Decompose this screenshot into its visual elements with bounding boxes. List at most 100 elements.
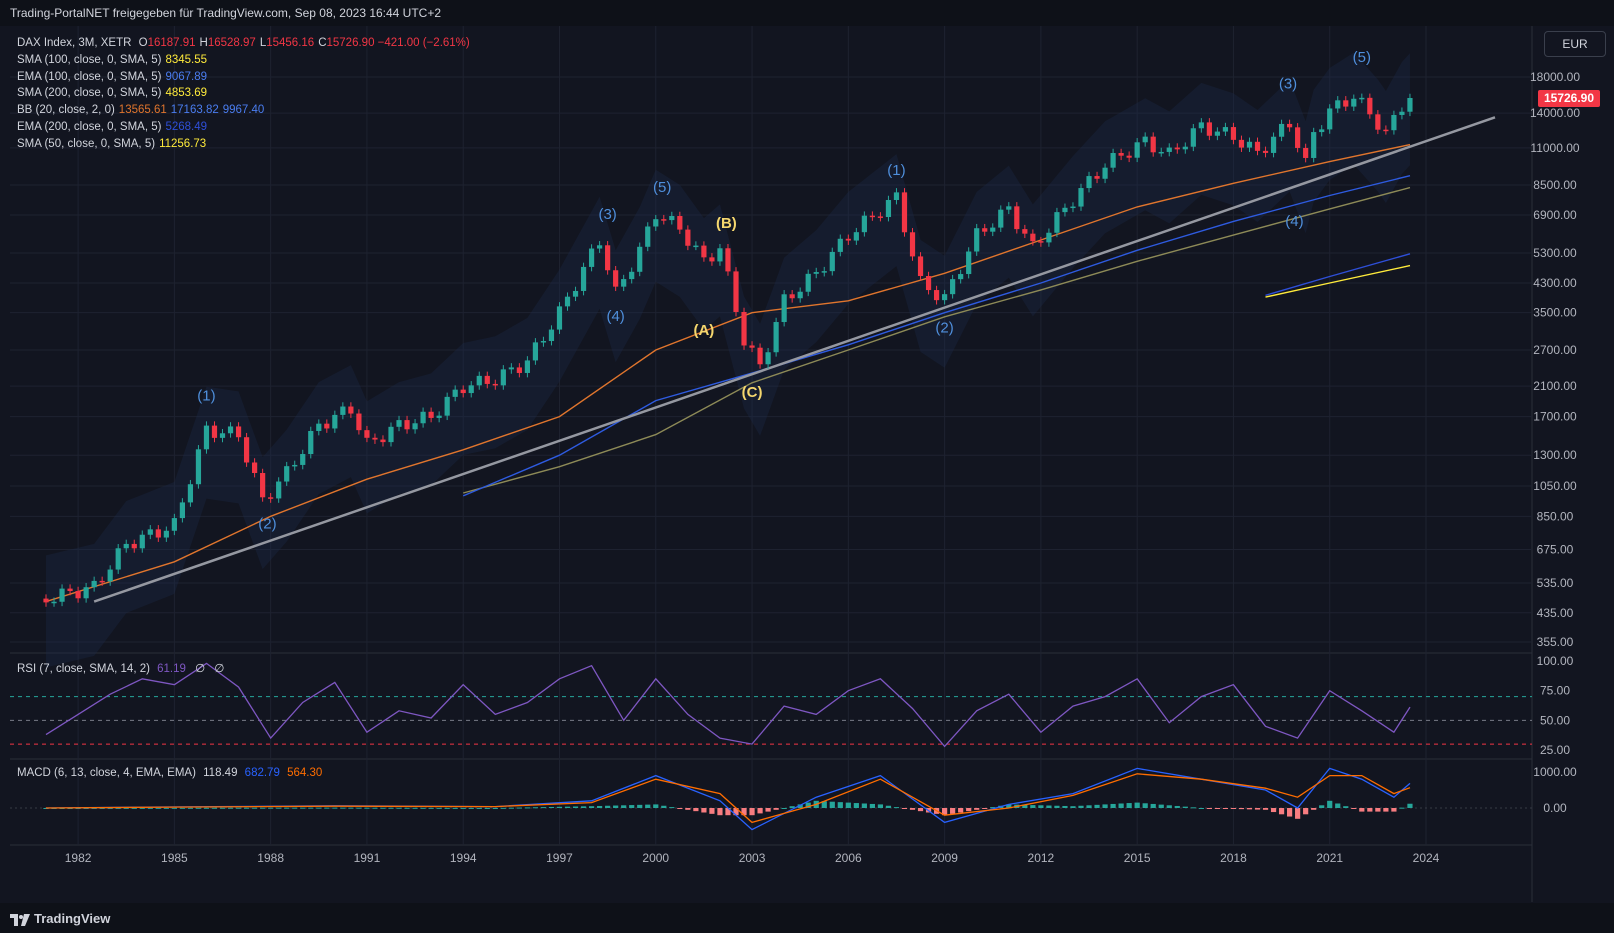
macd-histogram-bar — [781, 808, 787, 809]
trendline — [93, 116, 1496, 603]
macd-histogram-bar — [893, 807, 900, 809]
candle — [901, 192, 908, 233]
rsi-tick-label: 100.00 — [1537, 654, 1574, 668]
macd-histogram-bar — [1254, 808, 1261, 810]
rsi-tick-label: 75.00 — [1540, 684, 1570, 698]
macd-histogram-bar — [444, 807, 450, 809]
macd-histogram-bar — [1006, 804, 1012, 808]
time-tick-label: 1997 — [546, 851, 573, 865]
candle — [998, 209, 1004, 228]
rsi-legend-label: RSI (7, close, SMA, 14, 2) — [17, 663, 150, 675]
candle — [1262, 150, 1269, 153]
macd-histogram-bar — [147, 807, 153, 809]
price-tick-label: 675.00 — [1537, 543, 1574, 557]
macd-histogram-bar — [661, 805, 667, 808]
candle — [1254, 141, 1261, 151]
tradingview-logo[interactable]: TradingView — [10, 911, 110, 926]
macd-histogram-bar — [885, 805, 892, 808]
candle — [404, 420, 410, 430]
candle — [950, 279, 956, 295]
currency-button[interactable]: EUR — [1544, 31, 1606, 57]
time-tick-label: 1985 — [161, 851, 188, 865]
time-tick-label: 2024 — [1413, 851, 1440, 865]
candle — [524, 360, 530, 373]
macd-histogram-bar — [1022, 804, 1028, 808]
macd-histogram-bar — [235, 807, 242, 809]
candle — [829, 251, 835, 272]
time-tick-label: 2018 — [1220, 851, 1247, 865]
candle — [813, 272, 819, 274]
legend-study-row: SMA (200, close, 0, SMA, 5) 4853.69 — [17, 85, 470, 102]
macd-histogram-bar — [292, 807, 298, 809]
candle — [155, 529, 161, 538]
indicator-line — [45, 143, 1411, 603]
candle — [332, 414, 338, 429]
macd-histogram-bar — [300, 807, 306, 809]
time-tick-label: 2021 — [1316, 851, 1343, 865]
candle — [725, 248, 731, 272]
candle — [1230, 127, 1237, 140]
candle — [1367, 97, 1373, 115]
candle — [484, 375, 490, 384]
legend-study-label: SMA (200, close, 0, SMA, 5) — [17, 87, 162, 100]
price-tick-label: 2100.00 — [1533, 379, 1577, 393]
macd-histogram-bar — [1327, 800, 1333, 808]
candle — [1375, 114, 1381, 130]
macd-histogram-bar — [404, 807, 410, 809]
legend-study-row: SMA (100, close, 0, SMA, 5) 8345.55 — [17, 52, 470, 69]
macd-histogram-bar — [476, 807, 482, 809]
candle — [147, 529, 153, 535]
candle — [1022, 229, 1028, 234]
candle — [83, 587, 89, 599]
legend-study-row: SMA (50, close, 0, SMA, 5) 11256.73 — [17, 136, 470, 153]
header-title: Trading-PortalNET freigegeben für Tradin… — [10, 6, 442, 20]
candle — [1094, 176, 1100, 179]
candle — [340, 406, 346, 415]
macd-histogram-bar — [340, 807, 346, 809]
macd-histogram-bar — [1046, 805, 1052, 808]
macd-legend-signal: 564.30 — [287, 767, 323, 779]
candle — [733, 271, 739, 312]
wave-label: (A) — [693, 322, 714, 339]
macd-histogram-bar — [1182, 806, 1188, 808]
macd-histogram-bar — [1399, 807, 1405, 809]
candle — [356, 413, 362, 431]
candle — [621, 279, 627, 287]
candle — [1383, 129, 1389, 132]
macd-histogram-bar — [163, 807, 169, 809]
macd-histogram-bar — [733, 808, 739, 816]
macd-histogram-bar — [1086, 805, 1092, 808]
macd-histogram-bar — [1214, 808, 1220, 809]
macd-histogram-bar — [1238, 808, 1245, 810]
macd-histogram-bar — [372, 807, 378, 809]
time-tick-label: 2000 — [642, 851, 669, 865]
candle — [837, 238, 843, 252]
candle — [187, 484, 194, 503]
candle — [1399, 111, 1405, 115]
candle — [709, 257, 715, 262]
macd-histogram-bar — [1102, 804, 1108, 808]
candle — [139, 534, 145, 549]
macd-histogram-bar — [211, 807, 218, 809]
wave-label: (4) — [606, 308, 624, 325]
candle — [1006, 206, 1012, 210]
candle — [219, 433, 226, 438]
rsi-legend-v3: ∅ — [214, 663, 225, 675]
candle — [1038, 241, 1044, 243]
price-tick-label: 1050.00 — [1533, 479, 1577, 493]
candle — [821, 271, 827, 273]
candle — [428, 411, 434, 418]
candle — [516, 367, 522, 373]
candle — [1335, 100, 1341, 109]
candle — [1319, 129, 1325, 133]
macd-histogram-bar — [436, 807, 442, 809]
candle — [797, 291, 803, 299]
macd-histogram-bar — [276, 807, 282, 809]
candle — [412, 423, 418, 430]
candle — [1407, 97, 1413, 112]
candle — [1062, 207, 1068, 213]
macd-histogram-bar — [805, 802, 811, 808]
macd-histogram-bar — [260, 807, 266, 809]
macd-histogram-bar — [1319, 805, 1325, 808]
